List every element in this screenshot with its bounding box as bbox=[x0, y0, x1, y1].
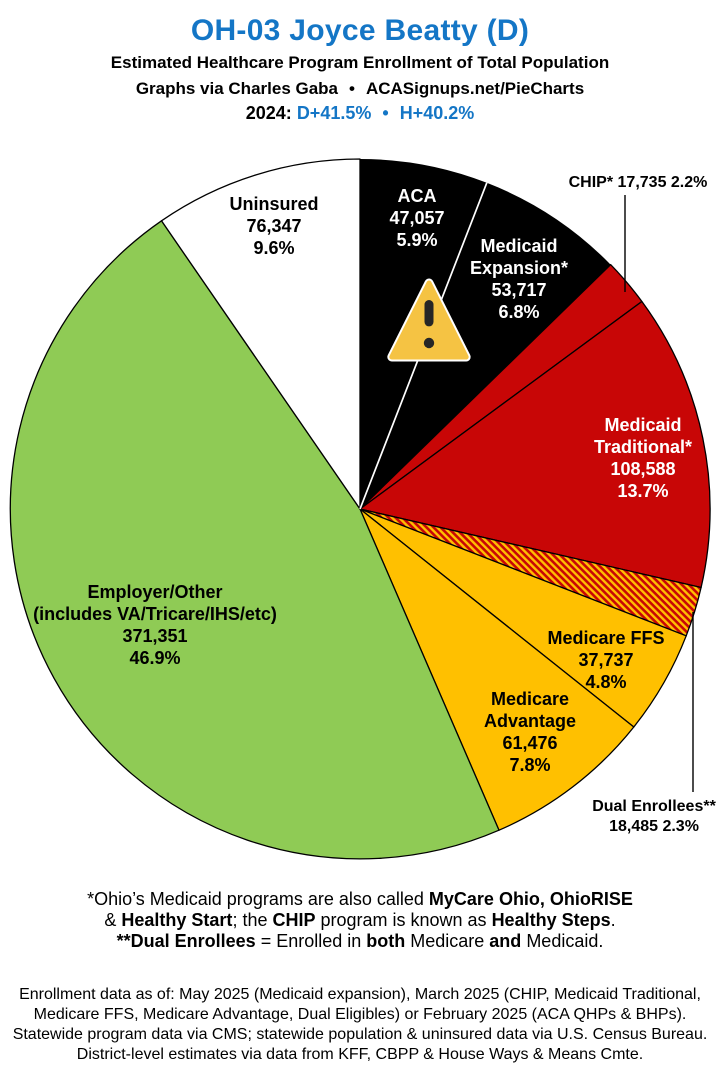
presidential-lean: D+41.5% bbox=[296, 103, 372, 123]
chart-subtitle: Estimated Healthcare Program Enrollment … bbox=[110, 53, 610, 72]
source-footnote-line: Medicare FFS, Medicare Advantage, Dual E… bbox=[33, 1006, 687, 1023]
source-footnote-line: District-level estimates via data from K… bbox=[76, 1046, 644, 1063]
source-footnote: Enrollment data as of: May 2025 (Medicai… bbox=[0, 985, 720, 1065]
program-footnote-line: **Dual Enrollees = Enrolled in both Medi… bbox=[116, 931, 604, 951]
program-footnote-line: *Ohio’s Medicaid programs are also calle… bbox=[87, 889, 633, 909]
credit-author: Graphs via Charles Gaba bbox=[135, 79, 339, 98]
pie-slice-employer-other bbox=[9, 220, 500, 860]
header: OH-03 Joyce Beatty (D) Estimated Healthc… bbox=[0, 12, 720, 125]
program-footnote-line: & Healthy Start; the CHIP program is kno… bbox=[104, 910, 616, 930]
pie-slice-medicaid-traditional bbox=[359, 300, 711, 589]
source-footnote-line: Statewide program data via CMS; statewid… bbox=[12, 1026, 708, 1043]
chart-credit-line: Graphs via Charles Gaba • ACASignups.net/P… bbox=[0, 76, 720, 102]
year-label: 2024: bbox=[245, 103, 292, 123]
pie-slice-medicaid-expansion bbox=[360, 182, 611, 510]
partisan-lean-line: 2024: D+41.5% • H+40.2% bbox=[0, 102, 720, 125]
source-footnote-line: Enrollment data as of: May 2025 (Medicai… bbox=[19, 986, 701, 1003]
house-lean: H+40.2% bbox=[399, 103, 475, 123]
pie-slice-medicare-advantage bbox=[359, 508, 635, 831]
bullet-separator: • bbox=[349, 79, 355, 98]
warning-icon bbox=[387, 278, 471, 362]
bullet-separator: • bbox=[382, 103, 389, 123]
pie-slice-uninsured bbox=[160, 158, 361, 510]
credit-site: ACASignups.net/PieCharts bbox=[365, 79, 585, 98]
program-footnote: *Ohio’s Medicaid programs are also calle… bbox=[0, 889, 720, 952]
page-title: OH-03 Joyce Beatty (D) bbox=[190, 14, 530, 47]
